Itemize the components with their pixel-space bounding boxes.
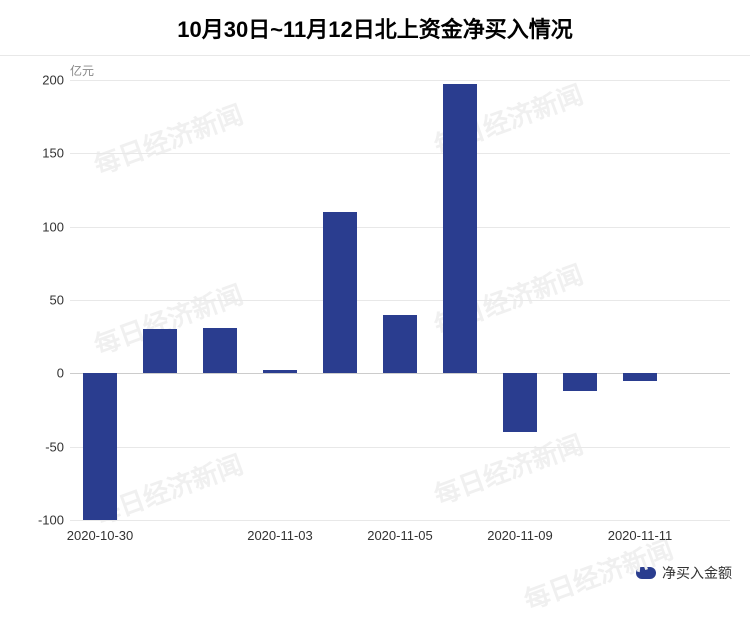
grid-line [70,153,730,154]
title-bar: 10月30日~11月12日北上资金净买入情况 [0,0,750,56]
y-tick-label: -50 [45,439,64,454]
y-tick-label: 200 [42,73,64,88]
x-tick-label: 2020-10-30 [67,528,134,543]
bar [623,373,657,380]
bar [263,370,297,373]
x-tick-label: 2020-11-09 [487,528,553,543]
bar [143,329,177,373]
bar [203,328,237,373]
legend-label: 净买入金额 [662,563,732,583]
bar [443,84,477,373]
legend: 净买入金额 [636,563,732,583]
y-tick-label: 0 [57,366,64,381]
grid-line [70,80,730,81]
grid-line [70,227,730,228]
chart-title: 10月30日~11月12日北上资金净买入情况 [177,12,573,44]
x-tick-label: 2020-11-03 [247,528,313,543]
x-tick-label: 2020-11-05 [367,528,433,543]
y-tick-label: 50 [50,293,64,308]
y-axis-unit: 亿元 [70,62,94,79]
legend-swatch [636,567,656,579]
bar [323,212,357,373]
grid-line [70,300,730,301]
bar [83,373,117,520]
grid-line [70,520,730,521]
bar [563,373,597,391]
bar [503,373,537,432]
bar [383,315,417,374]
y-tick-label: -100 [38,513,64,528]
y-tick-label: 100 [42,219,64,234]
x-tick-label: 2020-11-11 [608,528,673,543]
grid-line [70,447,730,448]
y-tick-label: 150 [42,146,64,161]
